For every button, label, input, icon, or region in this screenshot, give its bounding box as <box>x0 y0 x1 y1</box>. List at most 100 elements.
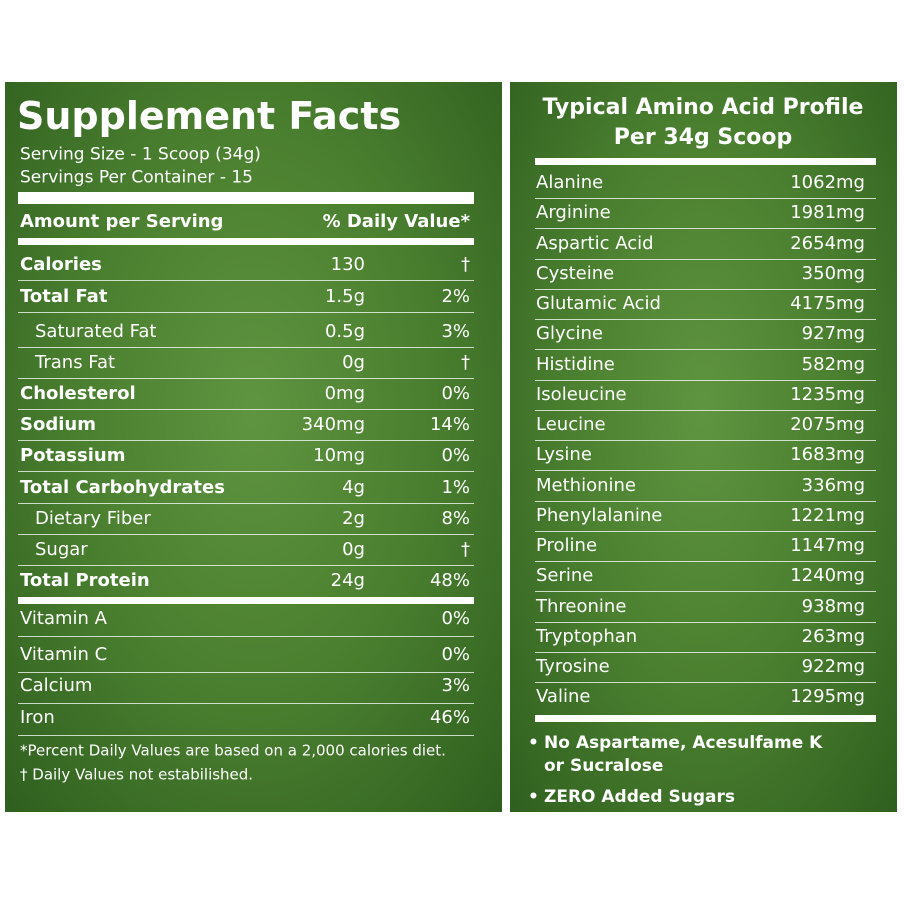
amino-amount: 1235mg <box>790 383 865 405</box>
row-rule <box>535 349 876 351</box>
amino-name: Alanine <box>536 172 604 193</box>
nutrient-dv: 3% <box>441 321 470 342</box>
nutrient-name: Total Fat <box>20 286 108 307</box>
serving-size: Serving Size - 1 Scoop (34g) <box>20 144 261 165</box>
nutrient-amount: 4g <box>342 477 365 498</box>
amino-name: Isoleucine <box>536 383 627 405</box>
vitamin-dv: 0% <box>441 644 470 665</box>
nutrient-amount: 0mg <box>324 383 365 404</box>
amino-name: Tryptophan <box>536 625 638 647</box>
amino-panel <box>510 82 897 812</box>
nutrient-dv: 0% <box>441 383 470 404</box>
title: Supplement Facts <box>17 94 402 138</box>
nutrient-dv: † <box>461 352 470 373</box>
nutrient-name: Trans Fat <box>35 352 116 373</box>
nutrient-dv: † <box>461 539 470 560</box>
amino-name: Tyrosine <box>536 656 610 677</box>
amino-amount: 1295mg <box>790 686 865 708</box>
nutrient-dv: 14% <box>429 414 470 435</box>
amino-amount: 263mg <box>801 625 865 647</box>
vitamin-name: Vitamin A <box>20 608 107 629</box>
row-rule <box>535 379 876 381</box>
nutrient-amount: 10mg <box>313 445 365 466</box>
nutrient-amount: 130 <box>330 254 365 275</box>
row-rule <box>18 280 474 281</box>
row-rule <box>535 440 876 441</box>
nutrient-name: Dietary Fiber <box>35 508 151 529</box>
nutrient-amount: 0g <box>342 352 365 373</box>
vitamin-name: Calcium <box>20 675 93 696</box>
amino-amount: 582mg <box>801 353 865 375</box>
amino-name: Methionine <box>536 474 636 496</box>
nutrient-dv: † <box>461 254 470 275</box>
amino-amount: 927mg <box>801 323 865 345</box>
row-rule <box>18 565 474 566</box>
header: Amount per Serving <box>20 211 224 232</box>
amino-name: Cysteine <box>536 262 615 284</box>
nutrient-amount: 0.5g <box>324 321 365 342</box>
amino-title: Typical Amino Acid Profile <box>542 95 864 120</box>
row-rule <box>535 409 876 411</box>
amino-name: Lysine <box>536 444 592 466</box>
amino-name: Aspartic Acid <box>536 232 654 254</box>
row-rule <box>18 534 474 535</box>
amino-title: Per 34g Scoop <box>613 125 793 150</box>
nutrient-name: Saturated Fat <box>35 321 157 342</box>
vitamin-name: Iron <box>20 707 55 728</box>
thick-rule <box>18 192 474 204</box>
footnote: *Percent Daily Values are based on a 2,0… <box>20 741 446 760</box>
row-rule <box>535 470 876 472</box>
nutrient-dv: 8% <box>441 508 470 529</box>
nutrient-name: Sugar <box>35 539 88 560</box>
nutrient-dv: 1% <box>441 477 470 498</box>
amino-name: Glycine <box>536 323 603 345</box>
row-rule <box>18 735 474 736</box>
row-rule <box>535 561 876 562</box>
amino-amount: 1221mg <box>790 504 865 526</box>
row-rule <box>535 682 876 683</box>
thick-rule <box>18 238 474 245</box>
nutrient-dv: 48% <box>429 570 470 591</box>
row-rule <box>18 672 474 673</box>
row-rule <box>535 198 876 199</box>
thick-rule <box>18 597 474 604</box>
vitamin-dv: 46% <box>429 707 470 728</box>
nutrient-dv: 2% <box>441 286 470 307</box>
header: % Daily Value* <box>322 211 470 232</box>
nutrient-name: Total Carbohydrates <box>20 477 225 498</box>
nutrient-name: Sodium <box>20 414 96 435</box>
amino-amount: 938mg <box>801 595 865 617</box>
row-rule <box>535 651 876 653</box>
nutrient-name: Cholesterol <box>20 383 136 404</box>
footnote: † Daily Values not estabilished. <box>20 765 254 784</box>
row-rule <box>18 378 474 379</box>
amino-name: Serine <box>536 565 594 587</box>
amino-amount: 350mg <box>801 262 865 284</box>
row-rule <box>18 471 474 472</box>
amino-amount: 1683mg <box>790 444 865 466</box>
nutrient-amount: 24g <box>330 570 365 591</box>
nutrient-name: Total Protein <box>20 570 150 591</box>
amino-name: Arginine <box>536 202 611 224</box>
amino-amount: 336mg <box>801 474 865 496</box>
row-rule <box>535 258 876 260</box>
vitamin-name: Vitamin C <box>20 644 108 665</box>
row-rule <box>535 530 876 532</box>
amino-name: Histidine <box>536 353 615 375</box>
amino-amount: 1147mg <box>790 535 865 556</box>
amino-amount: 2075mg <box>790 414 865 435</box>
amino-amount: 4175mg <box>790 293 865 314</box>
row-rule <box>535 500 876 502</box>
row-rule <box>535 621 876 623</box>
vitamin-dv: 0% <box>441 608 470 629</box>
amino-name: Glutamic Acid <box>536 293 661 314</box>
bullet-item: ZERO Added Sugars <box>528 786 844 809</box>
amino-amount: 922mg <box>801 656 865 677</box>
amino-name: Proline <box>536 535 598 556</box>
amino-amount: 1062mg <box>790 172 865 193</box>
nutrient-amount: 2g <box>342 508 365 529</box>
nutrient-amount: 340mg <box>301 414 365 435</box>
servings: Servings Per Container - 15 <box>20 167 253 188</box>
amino-amount: 2654mg <box>790 232 865 254</box>
